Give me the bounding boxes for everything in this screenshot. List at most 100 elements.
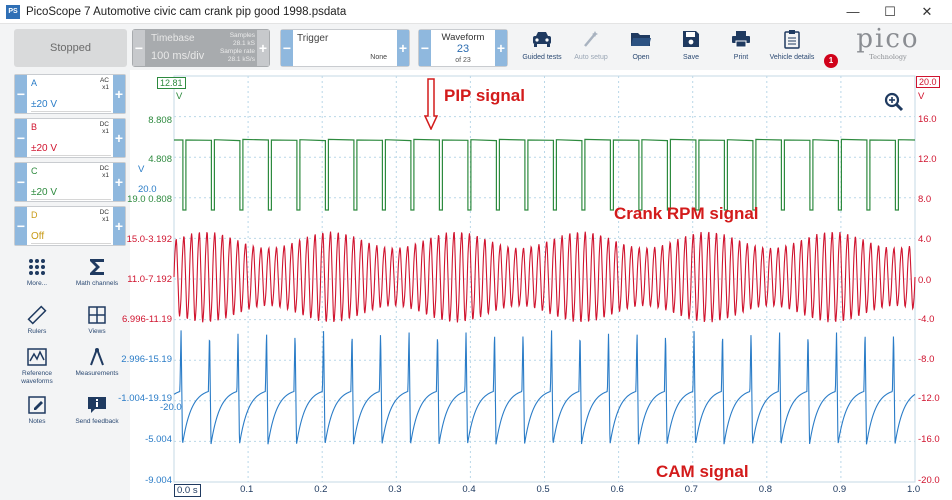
left-axis-unit-top: V xyxy=(176,91,183,102)
rulers-button[interactable]: Rulers xyxy=(8,304,66,336)
channel-b-control[interactable]: − B DC x1 ±20 V + xyxy=(14,118,126,158)
right-axis-tick-label: -8.0 xyxy=(918,354,935,365)
reference-waveform-icon xyxy=(8,346,66,368)
vehicle-details-button[interactable]: Vehicle details xyxy=(766,28,818,61)
guided-tests-label: Guided tests xyxy=(522,54,562,61)
more-button[interactable]: More... xyxy=(8,256,66,288)
channel-a-trace xyxy=(173,330,916,445)
channel-d-decrease-button[interactable]: − xyxy=(15,207,27,245)
right-axis-tick-label: -16.0 xyxy=(918,434,940,445)
channel-a-control[interactable]: − A AC x1 ±20 V + xyxy=(14,74,126,114)
crank-signal-annotation: Crank RPM signal xyxy=(614,204,759,223)
notification-badge[interactable]: 1 xyxy=(824,54,838,68)
measurements-button[interactable]: Measurements xyxy=(68,346,126,378)
waveform-chart[interactable] xyxy=(130,70,952,500)
sigma-icon xyxy=(68,256,126,278)
channel-c-control[interactable]: − C DC x1 ±20 V + xyxy=(14,162,126,202)
timebase-title: Timebase xyxy=(151,33,195,44)
trigger-title: Trigger xyxy=(297,33,329,44)
right-axis-tick-label: 8.0 xyxy=(918,194,932,205)
minimize-button[interactable]: — xyxy=(846,4,860,19)
folder-icon xyxy=(624,28,658,50)
waveform-title: Waveform xyxy=(441,32,485,43)
rulers-label: Rulers xyxy=(27,328,47,335)
auto-setup-label: Auto setup xyxy=(574,54,608,61)
grid-dots-icon xyxy=(8,256,66,278)
channel-b-name: B xyxy=(31,122,38,132)
window-title: PicoScope 7 Automotive civic cam crank p… xyxy=(26,5,347,18)
trigger-control[interactable]: − Trigger None + xyxy=(280,29,410,67)
maximize-button[interactable]: ☐ xyxy=(884,4,896,19)
channel-c-decrease-button[interactable]: − xyxy=(15,163,27,201)
app-icon: PS xyxy=(6,4,20,19)
plot-grid xyxy=(173,75,916,483)
divider xyxy=(31,111,111,112)
channel-b-trace xyxy=(173,231,916,323)
trigger-increase-button[interactable]: + xyxy=(397,30,409,66)
waveform-next-button[interactable]: + xyxy=(495,30,507,66)
timebase-value: 100 ms/div xyxy=(151,50,205,62)
print-button[interactable]: Print xyxy=(724,28,758,61)
reference-waveforms-button[interactable]: Reference waveforms xyxy=(8,346,66,386)
waveform-previous-button[interactable]: − xyxy=(419,30,431,66)
right-axis-tick-label: V xyxy=(918,91,925,102)
math-channels-label: Math channels xyxy=(75,280,119,287)
pico-logo-text: pico xyxy=(856,24,920,54)
views-grid-icon xyxy=(68,304,126,326)
save-button[interactable]: Save xyxy=(674,28,708,61)
trigger-decrease-button[interactable]: − xyxy=(281,30,293,66)
math-channels-button[interactable]: Math channels xyxy=(68,256,126,288)
divider xyxy=(31,155,111,156)
channel-c-trace xyxy=(174,138,916,211)
feedback-icon xyxy=(68,394,126,416)
title-bar: PS PicoScope 7 Automotive civic cam cran… xyxy=(0,0,952,24)
left-axis-tick-label: 2.996-15.19 xyxy=(121,354,172,365)
waveform-navigator[interactable]: − Waveform 23 of 23 + xyxy=(418,29,508,67)
timebase-increase-button[interactable]: + xyxy=(257,30,269,66)
auto-setup-button[interactable]: Auto setup xyxy=(570,28,612,61)
channel-a-coupling-value: AC xyxy=(99,77,109,84)
printer-icon xyxy=(724,28,758,50)
time-axis-tick-label: 0.9 xyxy=(832,484,847,495)
channel-b-coupling: DC x1 xyxy=(100,121,109,135)
channel-b-increase-button[interactable]: + xyxy=(113,119,125,157)
channel-c-marker[interactable]: 12.81 xyxy=(157,77,186,89)
open-button[interactable]: Open xyxy=(624,28,658,61)
sample-rate-label: Sample rate xyxy=(219,48,255,55)
channel-c-name: C xyxy=(31,166,38,176)
timebase-decrease-button[interactable]: − xyxy=(133,30,145,66)
start-stop-button[interactable]: Stopped xyxy=(14,29,127,67)
channel-d-control[interactable]: − D DC x1 Off + xyxy=(14,206,126,246)
waveform-total: of 23 xyxy=(455,57,471,64)
timebase-control[interactable]: − Timebase 100 ms/div Samples 28.1 kS Sa… xyxy=(132,29,270,67)
channel-c-increase-button[interactable]: + xyxy=(113,163,125,201)
right-axis-tick-label: -20.0 xyxy=(918,475,940,486)
right-axis-tick-label: 16.0 xyxy=(918,114,937,125)
right-axis-tick-label: -4.0 xyxy=(918,314,935,325)
save-label: Save xyxy=(683,54,699,61)
channel-d-range: Off xyxy=(31,231,45,242)
channel-b-decrease-button[interactable]: − xyxy=(15,119,27,157)
channel-b-marker[interactable]: 20.0 xyxy=(916,76,940,88)
views-button[interactable]: Views xyxy=(68,304,126,336)
channel-d-name: D xyxy=(31,210,38,220)
channel-a-increase-button[interactable]: + xyxy=(113,75,125,113)
channel-d-coupling-value: DC xyxy=(99,209,109,216)
time-axis-tick-label: 0.5 xyxy=(536,484,550,495)
close-window-button[interactable]: ✕ xyxy=(921,4,933,19)
left-axis-tick-label: 19.0 0.808 xyxy=(127,194,172,205)
time-axis-tick-label: 0.0 s xyxy=(174,484,201,497)
oscilloscope-plot[interactable]: 12.81 V 8.808 4.808 19.0 0.808 15.0-3.192 11… xyxy=(118,70,952,500)
left-axis-c-max: 20.0 xyxy=(138,184,157,195)
left-axis-unit-mid: V xyxy=(138,164,145,175)
notes-button[interactable]: Notes xyxy=(8,394,66,426)
time-axis-tick-label: 0.7 xyxy=(684,484,698,495)
right-axis-tick-label: 0.0 xyxy=(918,275,932,286)
left-axis-tick-label: 11.0-7.192 xyxy=(127,274,172,285)
send-feedback-button[interactable]: Send feedback xyxy=(68,394,126,426)
channel-a-decrease-button[interactable]: − xyxy=(15,75,27,113)
channel-d-increase-button[interactable]: + xyxy=(113,207,125,245)
guided-tests-button[interactable]: Guided tests xyxy=(518,28,566,61)
ruler-icon xyxy=(8,304,66,326)
trigger-mode: None xyxy=(370,54,387,61)
